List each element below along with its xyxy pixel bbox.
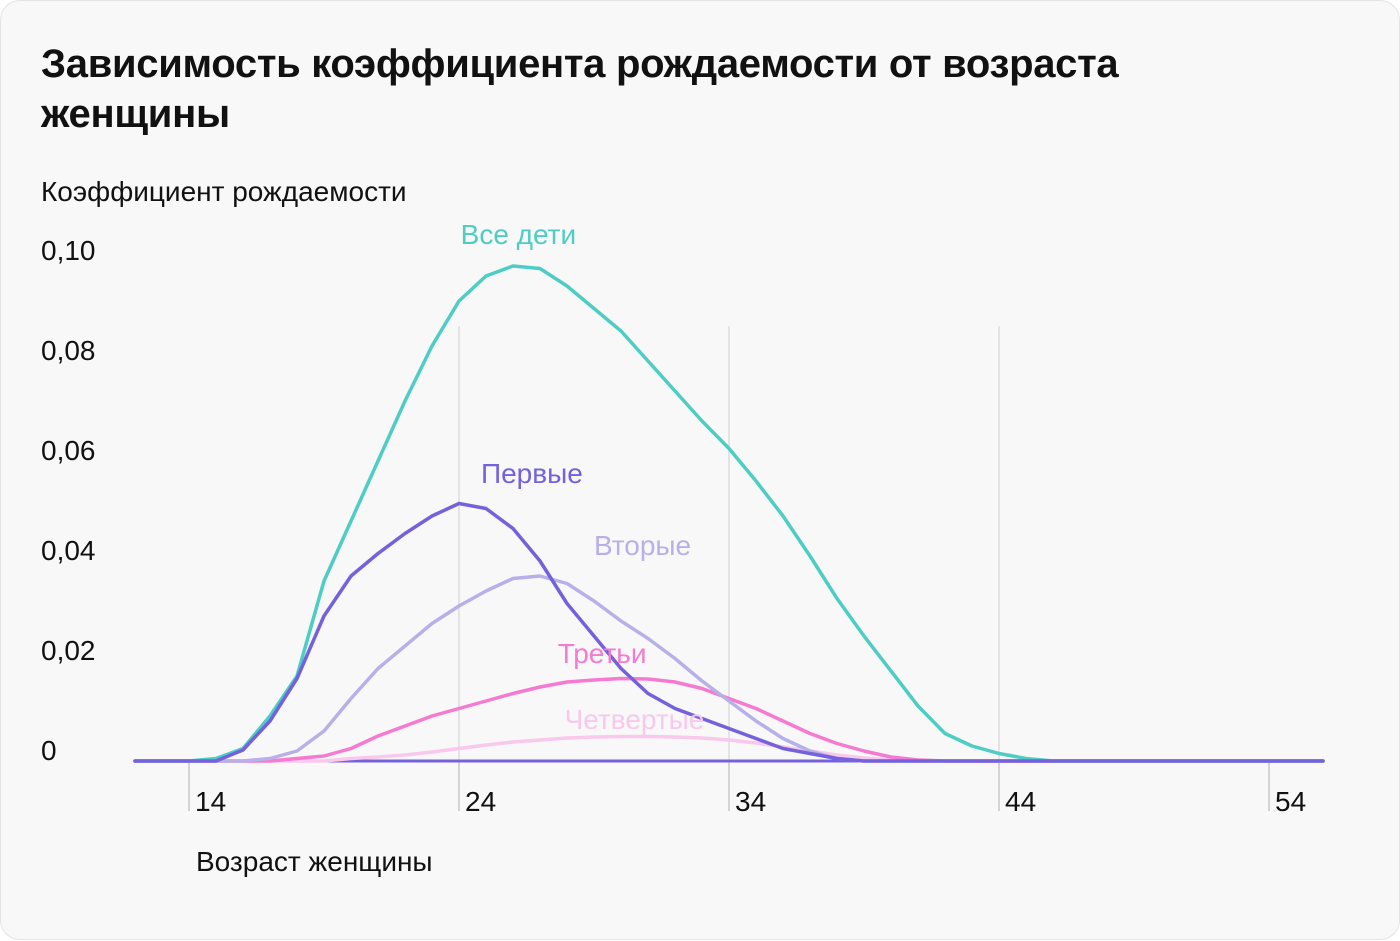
series-label-0: Все дети <box>461 219 576 250</box>
x-tick-label-44: 44 <box>1005 786 1036 817</box>
axis-ticks: 14 24 34 44 54 0 0,02 0,04 0,06 0,08 0,10 <box>41 235 1306 817</box>
x-tick-label-14: 14 <box>195 786 226 817</box>
series-label-1: Первые <box>481 458 583 489</box>
x-tick-label-54: 54 <box>1275 786 1306 817</box>
series-labels: Все дети Первые Вторые Третьи Четвертые <box>461 219 705 735</box>
chart-title: Зависимость коэффициента рождаемости от … <box>41 42 1119 136</box>
y-tick-label-0: 0 <box>41 735 57 766</box>
x-tick-label-34: 34 <box>735 786 766 817</box>
y-tick-label-0,04: 0,04 <box>41 535 96 566</box>
y-tick-label-0,06: 0,06 <box>41 435 96 466</box>
x-tick-label-24: 24 <box>465 786 496 817</box>
series-line-1 <box>133 501 1325 763</box>
series-label-2: Вторые <box>594 530 691 561</box>
series-lines <box>133 264 1325 763</box>
y-tick-label-0,02: 0,02 <box>41 635 96 666</box>
series-label-3: Третьи <box>558 638 647 669</box>
y-axis-label: Коэффициент рождаемости <box>41 176 407 207</box>
y-tick-label-0,08: 0,08 <box>41 335 96 366</box>
x-axis-label: Возраст женщины <box>196 846 433 877</box>
y-tick-label-0,10: 0,10 <box>41 235 96 266</box>
grid-lines <box>458 326 1000 761</box>
series-label-4: Четвертые <box>565 704 705 735</box>
